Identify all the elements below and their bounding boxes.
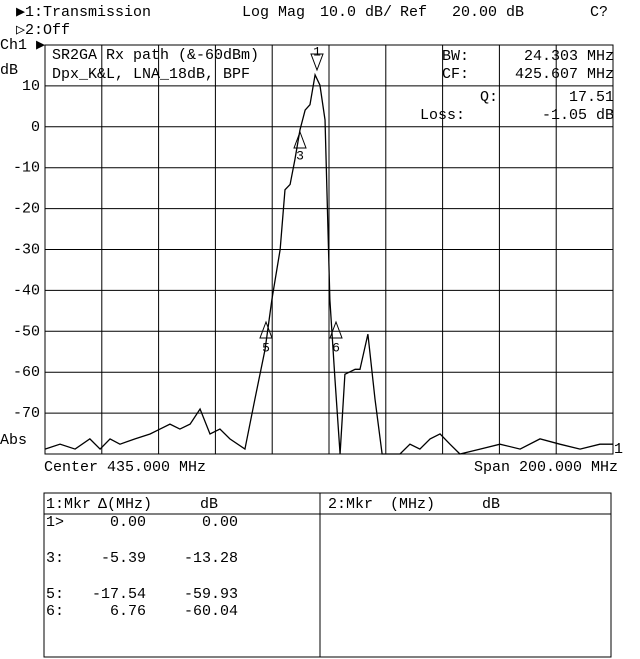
marker-label: 5 [262,340,270,355]
marker [310,53,324,72]
trace [44,72,613,455]
table-cell: -13.28 [184,550,238,567]
table-cell: 3: [46,550,64,567]
y-tick-label: -50 [13,323,40,340]
y-tick-label: 0 [31,119,40,136]
y-tick-label: -70 [13,405,40,422]
table-cell: -59.93 [184,586,238,603]
table-cell: 0.00 [110,514,146,531]
table-header: 2:Mkr [328,496,373,513]
table-cell: 1> [46,514,64,531]
stat-name: BW: [442,48,469,65]
y-tick-label: 10 [22,78,40,95]
stat-value: 24.303 MHz [524,48,614,65]
marker-label: 1 [313,44,321,59]
table-header: 1:Mkr [46,496,91,513]
y-tick-label: -10 [13,160,40,177]
trace-number: 1 [614,441,623,458]
table-cell: 6: [46,603,64,620]
marker-label: 3 [296,148,304,163]
center-label: Center 435.000 MHz [44,459,206,476]
annotation: Dpx_K&L, LNA_18dB, BPF [52,66,250,83]
annotation: SR2GA Rx path (&-60dBm) [52,47,259,64]
table-cell: 6.76 [110,603,146,620]
stat-value: -1.05 dB [542,107,614,124]
table-header: dB [200,496,218,513]
table-header: dB [482,496,500,513]
y-tick-label: -30 [13,241,40,258]
y-mode: Abs [0,432,27,449]
stat-value: 425.607 MHz [515,66,614,83]
stat-name: CF: [442,66,469,83]
span-label: Span 200.000 MHz [474,459,618,476]
marker-label: 6 [332,340,340,355]
table-cell: -17.54 [92,586,146,603]
ref-label: Ref [400,4,427,21]
table-cell: -5.39 [101,550,146,567]
channel-label: Ch1 ▶ [0,37,45,54]
stat-value: 17.51 [569,89,614,106]
marker [293,130,307,149]
y-unit: dB [0,62,18,79]
status: C? [590,4,608,21]
table-frame [43,492,612,658]
y-tick-label: -60 [13,364,40,381]
stat-name: Q: [480,89,498,106]
channel1: ▶1:Transmission [16,4,151,21]
stat-name: Loss: [420,107,465,124]
marker [259,320,273,339]
table-cell: 0.00 [202,514,238,531]
scale: 10.0 dB/ [320,4,392,21]
marker [329,320,343,339]
table-cell: 5: [46,586,64,603]
format: Log Mag [242,4,305,21]
table-cell: -60.04 [184,603,238,620]
y-tick-label: -40 [13,282,40,299]
channel2: ▷2:Off [16,22,70,39]
ref-value: 20.00 dB [452,4,524,21]
table-header: Δ(MHz) [98,496,152,513]
table-header: (MHz) [390,496,435,513]
y-tick-label: -20 [13,201,40,218]
